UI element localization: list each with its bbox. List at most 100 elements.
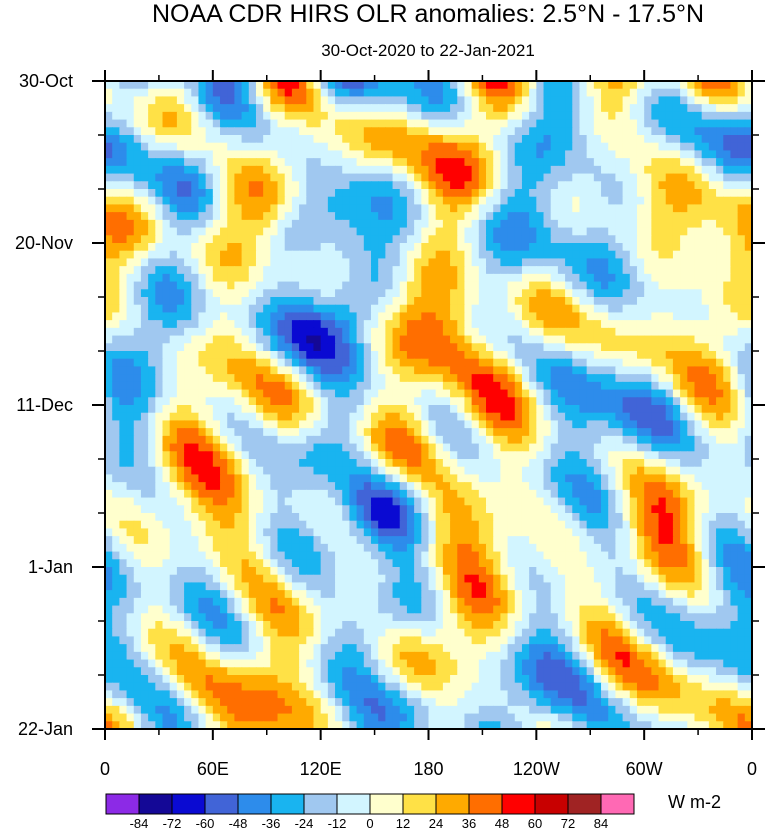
field-cell xyxy=(198,412,207,422)
field-cell xyxy=(169,181,178,190)
field-cell xyxy=(133,327,142,337)
field-cell xyxy=(507,459,516,468)
field-cell xyxy=(421,420,430,429)
field-cell xyxy=(694,412,703,422)
field-cell xyxy=(457,420,466,429)
field-cell xyxy=(155,320,164,329)
field-cell xyxy=(586,412,595,422)
field-cell xyxy=(572,196,581,206)
field-cell xyxy=(191,397,200,406)
field-cell xyxy=(349,489,358,499)
field-cell xyxy=(521,389,530,398)
field-cell xyxy=(140,266,149,275)
field-cell xyxy=(169,351,178,360)
field-cell xyxy=(342,304,351,314)
field-cell xyxy=(500,435,509,445)
field-cell xyxy=(457,451,466,460)
field-cell xyxy=(414,81,422,90)
field-cell xyxy=(299,474,307,483)
field-cell xyxy=(414,273,422,283)
field-cell xyxy=(478,297,487,306)
field-cell xyxy=(299,135,307,144)
field-cell xyxy=(708,189,717,198)
field-cell xyxy=(601,297,609,306)
field-cell xyxy=(248,405,257,414)
field-cell xyxy=(672,358,681,368)
field-cell xyxy=(536,204,545,213)
field-cell xyxy=(593,343,602,352)
field-cell xyxy=(450,358,458,368)
field-cell xyxy=(349,273,358,283)
field-cell xyxy=(342,119,351,128)
field-cell xyxy=(464,312,473,321)
field-cell xyxy=(716,243,724,252)
field-cell xyxy=(198,489,207,499)
field-cell xyxy=(536,466,545,476)
field-cell xyxy=(521,227,530,236)
field-cell xyxy=(370,366,379,375)
field-cell xyxy=(327,358,336,368)
field-cell xyxy=(680,119,688,128)
field-cell xyxy=(622,312,631,321)
field-cell xyxy=(428,119,437,128)
field-cell xyxy=(227,127,235,136)
field-cell xyxy=(579,327,588,337)
field-cell xyxy=(299,119,307,128)
field-cell xyxy=(464,281,473,290)
field-cell xyxy=(601,196,609,206)
field-cell xyxy=(414,389,422,398)
field-cell xyxy=(248,135,257,144)
field-cell xyxy=(701,142,710,152)
field-cell xyxy=(665,135,674,144)
field-cell xyxy=(421,281,430,290)
field-cell xyxy=(291,219,300,229)
field-cell xyxy=(342,289,351,298)
field-cell xyxy=(586,397,595,406)
field-cell xyxy=(615,250,624,260)
field-cell xyxy=(708,258,717,267)
field-cell xyxy=(363,212,372,221)
field-cell xyxy=(507,466,516,476)
field-cell xyxy=(514,150,523,159)
field-cell xyxy=(313,358,322,368)
field-cell xyxy=(478,250,487,260)
field-cell xyxy=(586,451,595,460)
field-cell xyxy=(464,243,473,252)
field-cell xyxy=(629,343,638,352)
field-cell xyxy=(284,96,293,105)
field-cell xyxy=(593,443,602,452)
field-cell xyxy=(572,335,581,344)
field-cell xyxy=(112,181,120,190)
field-cell xyxy=(363,135,372,144)
field-cell xyxy=(263,412,271,422)
field-cell xyxy=(349,474,358,483)
field-cell xyxy=(191,281,200,290)
field-cell xyxy=(342,505,351,514)
field-cell xyxy=(550,497,559,506)
field-cell xyxy=(119,104,128,113)
field-cell xyxy=(464,273,473,283)
field-cell xyxy=(105,497,113,506)
field-cell xyxy=(557,428,566,437)
field-cell xyxy=(442,397,451,406)
field-cell xyxy=(320,320,329,329)
field-cell xyxy=(457,474,466,483)
field-cell xyxy=(716,81,724,90)
field-cell xyxy=(169,443,178,452)
field-cell xyxy=(399,250,408,260)
field-cell xyxy=(320,497,329,506)
field-cell xyxy=(442,88,451,98)
field-cell xyxy=(723,227,732,236)
field-cell xyxy=(557,327,566,337)
field-cell xyxy=(414,189,422,198)
field-cell xyxy=(572,304,581,314)
field-cell xyxy=(270,104,279,113)
field-cell xyxy=(471,111,480,121)
field-cell xyxy=(291,88,300,98)
field-cell xyxy=(241,428,250,437)
field-cell xyxy=(644,381,652,391)
field-cell xyxy=(313,320,322,329)
field-cell xyxy=(148,297,156,306)
field-cell xyxy=(306,459,315,468)
field-cell xyxy=(601,135,609,144)
